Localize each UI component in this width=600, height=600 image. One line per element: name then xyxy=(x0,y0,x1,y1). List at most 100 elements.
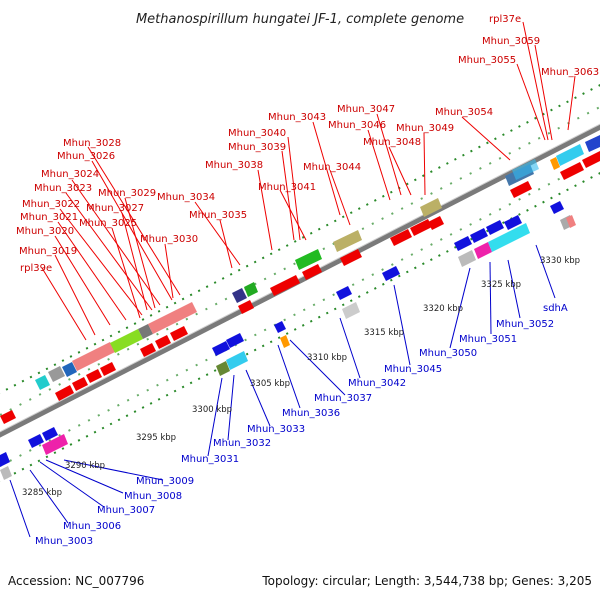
gene-label: Mhun_3036 xyxy=(282,408,340,419)
block-orange xyxy=(280,335,290,348)
block-gray xyxy=(138,324,153,339)
gene-forward xyxy=(560,162,584,180)
block-pink xyxy=(566,215,576,228)
gene-forward xyxy=(140,343,156,357)
reverse-genes xyxy=(0,201,564,467)
block-blue xyxy=(585,135,600,152)
gene-label: Mhun_3059 xyxy=(482,36,540,47)
topology-text: Topology: circular; Length: 3,544,738 bp… xyxy=(261,574,592,588)
gene-label: Mhun_3050 xyxy=(419,348,477,359)
gene-label: Mhun_3008 xyxy=(124,491,182,502)
gene-reverse xyxy=(382,266,400,281)
scale-ticks: 3285 kbp 3290 kbp 3295 kbp 3300 kbp 3305… xyxy=(22,256,580,498)
gene-forward xyxy=(86,369,102,383)
tick-label: 3330 kbp xyxy=(540,256,580,266)
block-pink xyxy=(148,302,197,334)
block-cyan xyxy=(488,223,530,252)
gene-label: Mhun_3052 xyxy=(496,319,554,330)
gene-forward xyxy=(582,151,600,168)
block-gray xyxy=(0,466,12,480)
tick-label: 3295 kbp xyxy=(136,433,176,443)
gene-label: Mhun_3044 xyxy=(303,162,361,173)
forward-leader-lines xyxy=(41,21,576,341)
block-blue xyxy=(62,362,77,377)
gene-label: rpl37e xyxy=(489,14,521,25)
tick-label: 3315 kbp xyxy=(364,328,404,338)
gene-label: Mhun_3030 xyxy=(140,234,198,245)
block-magenta xyxy=(42,434,68,455)
block-cyan xyxy=(226,351,248,370)
gene-reverse xyxy=(454,236,472,251)
gene-forward xyxy=(340,249,362,266)
dotted-track-lines xyxy=(0,84,600,482)
tick-label: 3325 kbp xyxy=(481,280,521,290)
tick-label: 3305 kbp xyxy=(250,379,290,389)
gene-reverse xyxy=(28,434,44,448)
gene-label: Mhun_3045 xyxy=(384,364,442,375)
tick-label: 3310 kbp xyxy=(307,353,347,363)
block-gray xyxy=(342,302,360,319)
gene-label: sdhA xyxy=(543,303,568,314)
gene-label: Mhun_3040 xyxy=(228,128,286,139)
block-magenta xyxy=(474,242,492,259)
gene-forward xyxy=(270,275,300,296)
gene-label: Mhun_3042 xyxy=(348,378,406,389)
block-orange xyxy=(550,157,560,170)
gene-label: Mhun_3033 xyxy=(247,424,305,435)
gene-reverse xyxy=(470,228,488,243)
gene-label: Mhun_3047 xyxy=(337,104,395,115)
gene-label: Mhun_3041 xyxy=(258,182,316,193)
gene-label: Mhun_3031 xyxy=(181,454,239,465)
map-title: Methanospirillum hungatei JF-1, complete… xyxy=(136,12,464,27)
gene-forward xyxy=(238,300,254,314)
gene-forward xyxy=(510,181,532,198)
gene-label: Mhun_3025 xyxy=(79,218,137,229)
gene-label: Mhun_3003 xyxy=(35,536,93,547)
gene-label: Mhun_3027 xyxy=(86,203,144,214)
gene-reverse xyxy=(274,321,286,333)
block-khaki xyxy=(420,198,442,217)
block-cyan xyxy=(512,159,539,180)
block-olive xyxy=(216,361,230,376)
reverse-labels: sdhA Mhun_3052 Mhun_3051 Mhun_3050 Mhun_… xyxy=(35,303,568,547)
gene-reverse xyxy=(212,341,230,356)
block-navy xyxy=(232,288,247,303)
gene-forward xyxy=(100,362,116,376)
gene-label: Mhun_3026 xyxy=(57,151,115,162)
gene-forward xyxy=(170,326,188,341)
gene-label: Mhun_3023 xyxy=(34,183,92,194)
gene-label: Mhun_3019 xyxy=(19,246,77,257)
gene-label: rpl39e xyxy=(20,263,52,274)
reverse-blocks xyxy=(0,215,576,480)
gene-label: Mhun_3051 xyxy=(459,334,517,345)
accession-text: Accession: NC_007796 xyxy=(8,574,144,588)
gene-reverse xyxy=(550,201,564,214)
block-pink xyxy=(72,342,115,371)
gene-label: Mhun_3007 xyxy=(97,505,155,516)
gene-label: Mhun_3035 xyxy=(189,210,247,221)
tick-label: 3300 kbp xyxy=(192,405,232,415)
gene-label: Mhun_3037 xyxy=(314,393,372,404)
gene-forward xyxy=(72,377,88,391)
block-green xyxy=(110,329,143,353)
gene-label: Mhun_3049 xyxy=(396,123,454,134)
block-cyan xyxy=(35,375,50,390)
gene-forward xyxy=(390,229,412,246)
gene-reverse xyxy=(226,333,244,348)
gene-label: Mhun_3022 xyxy=(22,199,80,210)
forward-blocks xyxy=(35,135,600,390)
reverse-leader-lines xyxy=(9,244,556,538)
block-gray xyxy=(458,250,476,267)
gene-forward xyxy=(0,410,16,424)
block-green xyxy=(295,249,322,270)
gene-label: Mhun_3046 xyxy=(328,120,386,131)
gene-reverse xyxy=(336,286,352,300)
block-gray xyxy=(48,366,65,382)
gene-label: Mhun_3043 xyxy=(268,112,326,123)
block-green xyxy=(244,282,258,297)
gene-reverse xyxy=(0,452,10,467)
gene-label: Mhun_3020 xyxy=(16,226,74,237)
gene-label: Mhun_3039 xyxy=(228,142,286,153)
gene-reverse xyxy=(42,427,58,441)
